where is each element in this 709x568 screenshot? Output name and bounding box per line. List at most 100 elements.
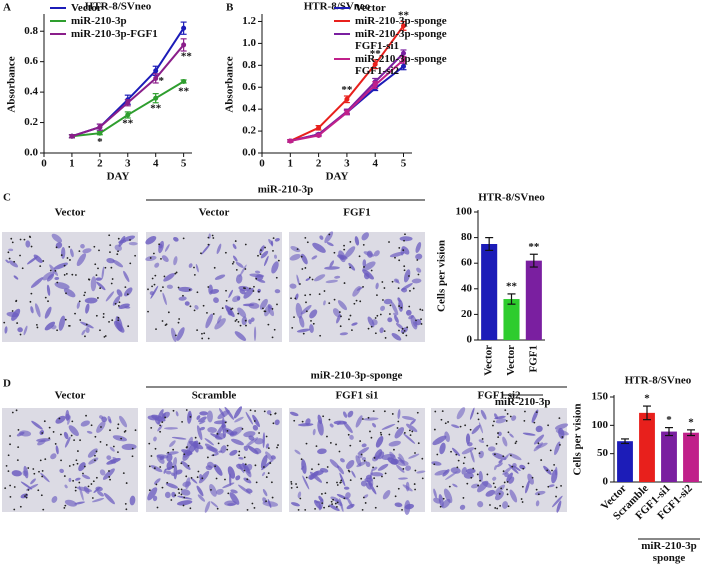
pore <box>82 472 84 475</box>
pore <box>187 464 190 467</box>
pore <box>180 488 183 491</box>
cell <box>260 250 269 259</box>
pore <box>24 495 26 497</box>
pore <box>463 456 466 459</box>
pore <box>492 424 494 427</box>
pore <box>174 334 177 337</box>
pore <box>441 410 444 412</box>
cell <box>551 469 558 484</box>
cell <box>438 494 444 508</box>
pore <box>83 465 86 468</box>
cell <box>216 243 222 255</box>
cell <box>198 470 210 484</box>
pore <box>469 428 472 431</box>
micrograph <box>2 232 138 342</box>
cell <box>243 445 249 451</box>
annotation: * <box>159 75 165 87</box>
pore <box>362 496 365 499</box>
pore <box>379 431 382 434</box>
pore <box>402 249 405 252</box>
pore <box>472 467 475 470</box>
legend-label: miR-210-3p-sponge FGF1-si1 <box>355 28 447 52</box>
pore <box>189 415 192 418</box>
pore <box>85 323 88 326</box>
cell <box>206 446 218 452</box>
pore <box>302 332 305 335</box>
cell <box>254 438 264 445</box>
cell <box>96 490 104 497</box>
pore <box>161 320 164 322</box>
cell <box>44 321 56 331</box>
cell <box>109 446 115 452</box>
cell <box>339 472 346 487</box>
pore <box>249 287 251 290</box>
cell <box>17 327 23 333</box>
pore <box>326 466 329 468</box>
pore <box>349 240 352 243</box>
cell <box>355 455 362 467</box>
pore <box>358 255 361 258</box>
bar <box>503 299 520 340</box>
pore <box>515 440 518 443</box>
pore <box>42 260 45 262</box>
pore <box>376 485 379 488</box>
cell <box>63 431 69 440</box>
cell <box>289 411 299 417</box>
cell <box>400 283 413 291</box>
pore <box>30 245 33 248</box>
pore <box>100 426 102 428</box>
pore <box>317 463 320 466</box>
legend-item: miR-210-3p-sponge FGF1-si2 <box>334 53 456 77</box>
legend-item: miR-210-3p <box>50 15 180 27</box>
cell <box>234 416 244 423</box>
cell <box>196 425 203 441</box>
cell <box>46 273 55 282</box>
cell <box>190 477 198 484</box>
pore <box>201 477 204 480</box>
cell <box>13 275 19 280</box>
pore <box>442 497 445 500</box>
cell <box>492 476 497 481</box>
cell <box>305 277 311 281</box>
x-tick-label: 1 <box>69 158 75 170</box>
pore <box>397 487 400 490</box>
pore <box>109 251 111 254</box>
pore <box>159 466 162 468</box>
pore <box>403 269 406 272</box>
cell <box>506 472 513 482</box>
pore <box>183 453 186 456</box>
pore <box>265 435 268 438</box>
cell <box>461 467 467 475</box>
pore <box>114 302 117 305</box>
cell <box>163 468 167 474</box>
cell <box>309 471 323 483</box>
cell <box>377 463 389 471</box>
cell <box>357 447 370 455</box>
cell <box>365 461 371 468</box>
cell <box>235 475 241 481</box>
pore <box>343 248 346 251</box>
pore <box>212 454 215 457</box>
pore <box>154 274 157 277</box>
pore <box>336 484 339 486</box>
pore <box>196 291 199 294</box>
pore <box>48 426 51 429</box>
pore <box>162 286 164 289</box>
cell <box>398 299 404 312</box>
pore <box>177 488 180 491</box>
cell <box>4 326 8 334</box>
cell <box>289 283 297 289</box>
cell <box>124 287 133 297</box>
pore <box>323 506 325 509</box>
cell <box>178 296 187 301</box>
pore <box>415 319 417 322</box>
pore <box>108 234 111 237</box>
cell <box>403 269 411 283</box>
cell <box>556 500 562 513</box>
pore <box>304 267 307 269</box>
pore <box>152 252 155 255</box>
pore <box>60 254 63 257</box>
pore <box>537 442 540 445</box>
pore <box>55 246 58 249</box>
